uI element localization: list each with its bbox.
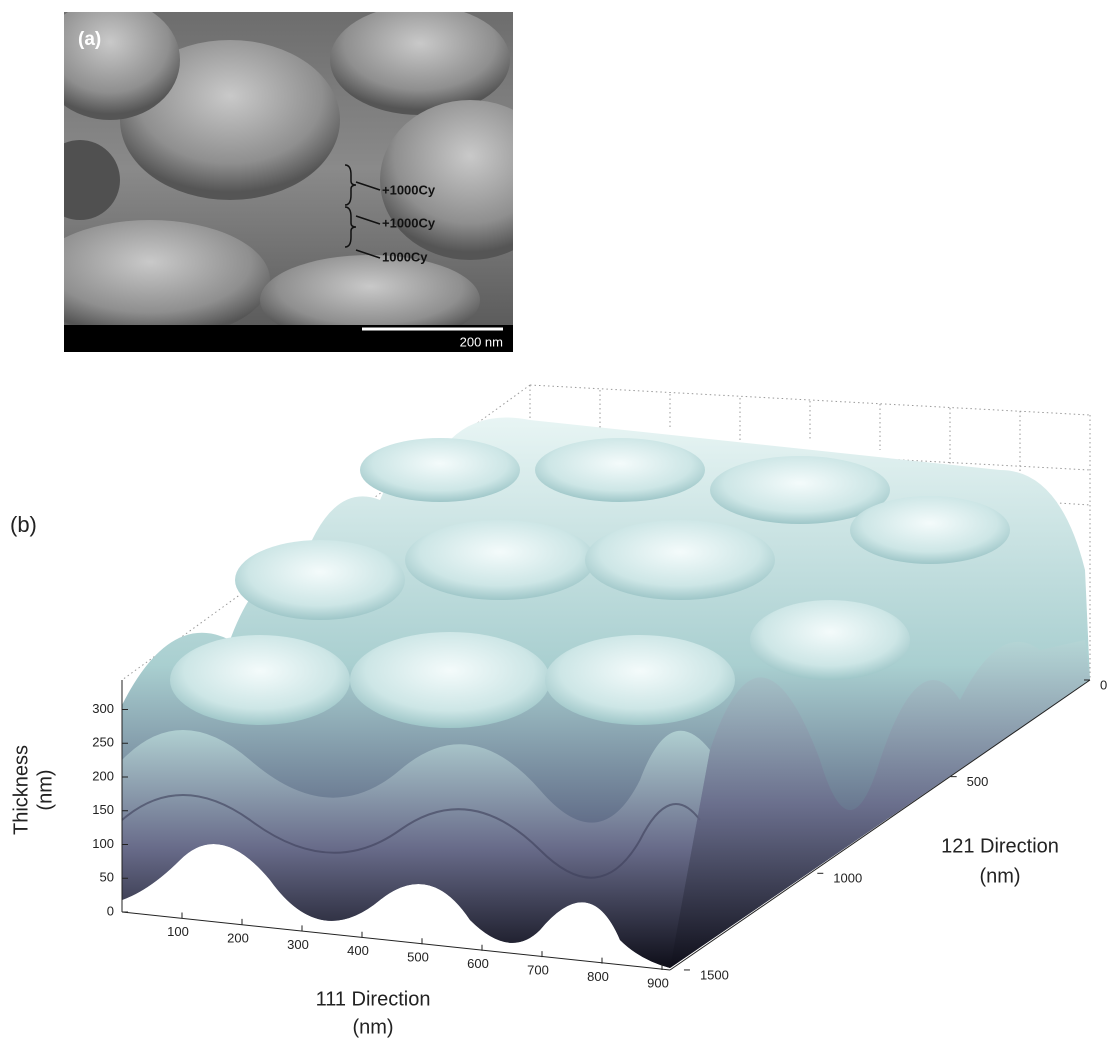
tick-label: 800: [587, 969, 609, 984]
surface: [122, 418, 1090, 969]
tick-label: 100: [167, 924, 189, 939]
tick-label: 300: [92, 701, 114, 716]
panel-label: (b): [10, 512, 37, 537]
axis-title: (nm): [352, 1016, 393, 1038]
tick-label: 400: [347, 943, 369, 958]
page: (a) +1000Cy +1000Cy 1000Cy 200 nm (b): [0, 0, 1107, 1041]
tick-label: 600: [467, 956, 489, 971]
sem-image: [30, 0, 560, 352]
axis-title: (nm): [979, 865, 1020, 887]
annotation: +1000Cy: [382, 215, 436, 230]
tick-label: 250: [92, 735, 114, 750]
tick-label: 0: [107, 903, 114, 918]
axis-title: Thickness: [10, 745, 32, 835]
tick-label: 150: [92, 802, 114, 817]
tick-label: 300: [287, 937, 309, 952]
tick-label: 50: [100, 870, 114, 885]
tick-label: 1000: [833, 871, 862, 886]
tick-label: 200: [227, 930, 249, 945]
tick-label: 200: [92, 768, 114, 783]
tick-label: 0: [1100, 677, 1107, 692]
tick-label: 100: [92, 836, 114, 851]
scale-bar-label: 200 nm: [460, 334, 503, 349]
panel-label: (a): [78, 29, 101, 50]
axis-title: (nm): [34, 769, 56, 810]
axis-title: 121 Direction: [941, 835, 1059, 857]
figure: (a) +1000Cy +1000Cy 1000Cy 200 nm (b): [0, 0, 1107, 1041]
axis-title: 111 Direction: [316, 988, 431, 1010]
tick-label: 1500: [700, 967, 729, 982]
annotation: +1000Cy: [382, 182, 436, 197]
tick-label: 900: [647, 975, 669, 990]
tick-label: 500: [407, 950, 429, 965]
tick-label: 700: [527, 963, 549, 978]
annotation: 1000Cy: [382, 249, 428, 264]
tick-label: 500: [967, 774, 989, 789]
